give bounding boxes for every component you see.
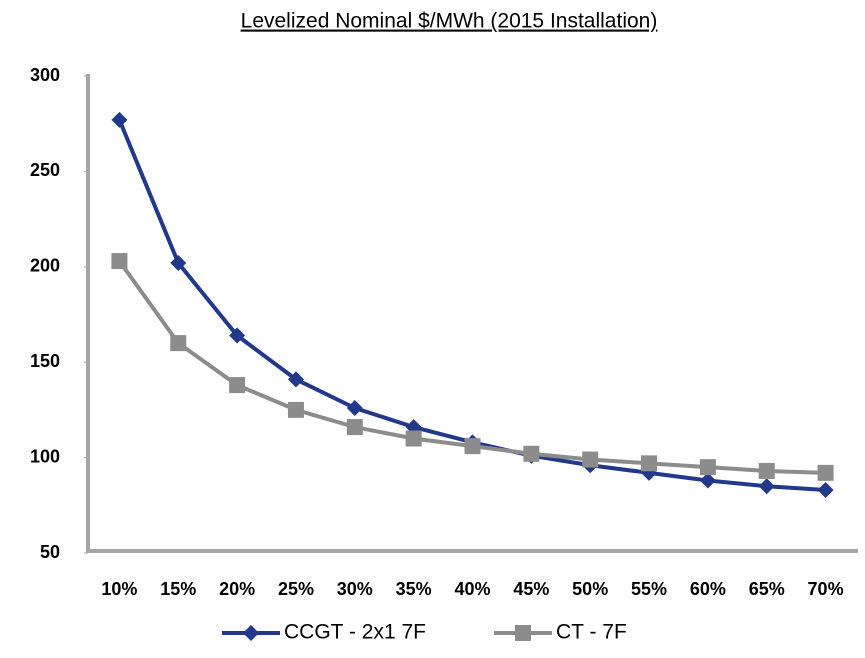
y-tick-label: 150 [30,351,60,371]
x-tick-label: 45% [513,579,549,599]
point [699,472,716,489]
x-tick-label: 10% [101,579,137,599]
legend-label: CCGT - 2x1 7F [284,621,426,644]
y-tick-label: 100 [30,446,60,466]
point [641,455,658,472]
point [817,482,834,499]
point [523,445,540,462]
point [817,464,834,481]
point [464,438,481,455]
point [758,478,775,495]
x-tick-label: 40% [454,579,490,599]
x-tick-label: 20% [219,579,255,599]
x-tick-label: 15% [160,579,196,599]
point [111,111,128,128]
point [287,371,304,388]
x-tick-label: 35% [396,579,432,599]
point [346,419,363,436]
point [229,327,246,344]
point [582,451,599,468]
point [229,377,246,394]
legend-marker [243,625,259,641]
point [699,459,716,476]
point [170,335,187,352]
x-tick-label: 70% [808,579,844,599]
y-tick-label: 250 [30,160,60,180]
legend-label: CT - 7F [556,621,627,644]
point [287,401,304,418]
x-tick-label: 50% [572,579,608,599]
x-tick-label: 65% [749,579,785,599]
chart-title: Levelized Nominal $/MWh (2015 Installati… [241,10,658,33]
y-tick-label: 50 [40,542,60,562]
x-tick-label: 60% [690,579,726,599]
legend-marker [515,625,531,641]
point [170,254,187,271]
point [346,399,363,416]
y-tick-label: 200 [30,256,60,276]
point [758,462,775,479]
x-tick-label: 25% [278,579,314,599]
point [405,430,422,447]
x-tick-label: 55% [631,579,667,599]
point [111,253,128,270]
x-tick-label: 30% [337,579,373,599]
y-tick-label: 300 [30,65,60,85]
